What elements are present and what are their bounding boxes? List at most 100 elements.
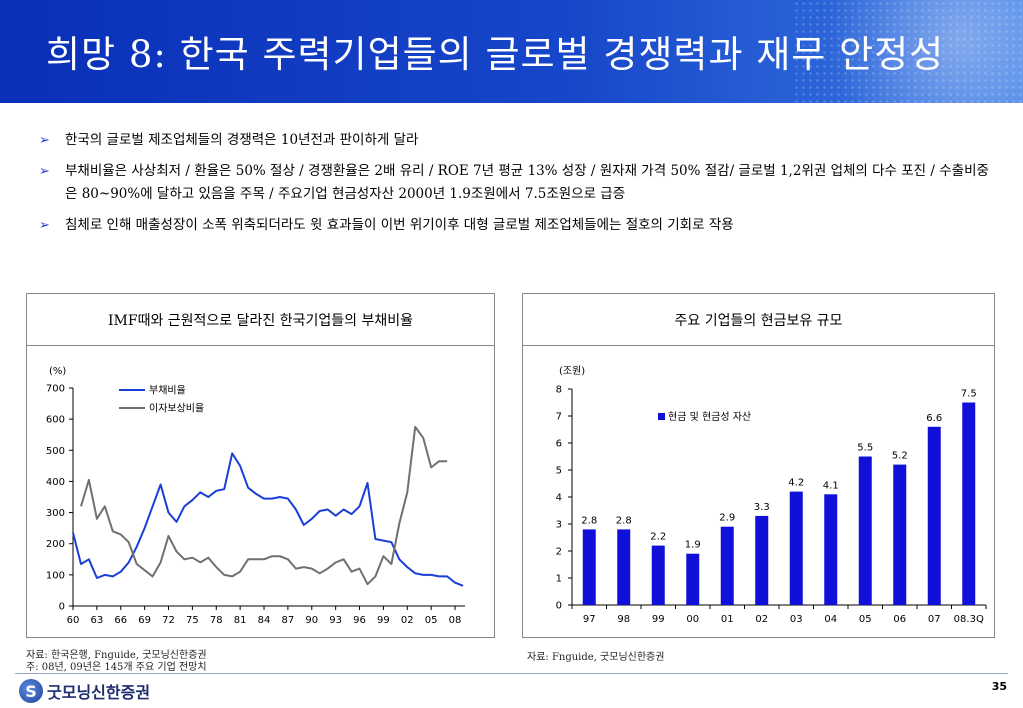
globe-graphic (803, 0, 1023, 103)
bullet-text: 부채비율은 사상최저 / 환율은 50% 절상 / 경쟁환율은 2배 유리 / … (65, 163, 989, 202)
x-tick-label: 02 (401, 615, 414, 626)
arrow-bullet-icon: ➢ (39, 164, 50, 179)
left-source-note: 자료: 한국은행, Fnguide, 굿모닝신한증권 주: 08년, 09년은 … (26, 650, 207, 674)
logo-mark-icon: S (19, 679, 43, 703)
legend-label: 이자보상비율 (149, 403, 204, 415)
arrow-bullet-icon: ➢ (39, 133, 50, 148)
x-tick-label: 08.3Q (954, 614, 984, 625)
x-tick-label: 98 (617, 614, 630, 625)
debt-ratio-line-chart: (%) 0 100 200 300 400 500 600 700 60 63 66 69 72 75 78 8… (46, 366, 465, 626)
bullet-item: ➢ 침체로 인해 매출성장이 소폭 위축되더라도 윗 효과들이 이번 위기이후 … (39, 214, 998, 237)
chart-title: IMF때와 근원적으로 달라진 한국기업들의 부채비율 (27, 294, 494, 346)
bar (686, 553, 700, 605)
data-label: 5.2 (892, 451, 908, 462)
data-label: 7.5 (961, 389, 977, 400)
x-tick-label: 75 (186, 615, 199, 626)
data-label: 1.9 (685, 540, 701, 551)
data-label: 2.8 (581, 515, 597, 526)
y-tick-label: 500 (46, 446, 65, 457)
bullet-list: ➢ 한국의 글로벌 제조업체들의 경쟁력은 10년전과 판이하게 달라 ➢ 부채… (39, 129, 998, 237)
data-label: 3.3 (754, 502, 770, 513)
data-label: 4.1 (823, 480, 839, 491)
y-tick-label: 100 (46, 570, 65, 581)
x-tick-label: 81 (234, 615, 247, 626)
company-logo: S 굿모닝신한증권 (19, 679, 150, 703)
footer-divider (15, 673, 1008, 674)
data-label: 6.6 (926, 413, 942, 424)
page-title: 희망 8: 한국 주력기업들의 글로벌 경쟁력과 재무 안정성 (46, 33, 945, 76)
x-tick-label: 72 (162, 615, 175, 626)
series-line-1 (72, 452, 464, 587)
source-line: 자료: Fnguide, 굿모닝신한증권 (527, 652, 665, 663)
x-tick-label: 93 (329, 615, 342, 626)
footnote-line: 주: 08년, 09년은 145개 주요 기업 전망치 (26, 662, 207, 673)
x-tick-label: 99 (377, 615, 390, 626)
x-tick-label: 84 (258, 615, 271, 626)
y-tick-label: 0 (59, 602, 65, 613)
legend-swatch (658, 413, 665, 420)
x-tick-label: 96 (353, 615, 366, 626)
y-tick-label: 2 (556, 547, 562, 558)
y-axis-unit-label: (%) (49, 366, 66, 377)
x-tick-label: 03 (790, 614, 803, 625)
y-tick-label: 6 (556, 439, 562, 450)
x-tick-label: 02 (755, 614, 768, 625)
chart-title: 주요 기업들의 현금보유 규모 (523, 294, 994, 346)
y-tick-label: 8 (556, 385, 562, 396)
data-label: 4.2 (788, 478, 804, 489)
x-tick-label: 66 (114, 615, 127, 626)
y-tick-label: 700 (46, 384, 65, 395)
y-tick-label: 200 (46, 539, 65, 550)
data-label: 2.9 (719, 513, 735, 524)
x-tick-label: 97 (583, 614, 596, 625)
series-line-2 (80, 425, 448, 586)
y-tick-label: 7 (556, 412, 562, 423)
cash-holdings-bar-chart: (조원)0123456782.8972.8982.2991.9002.9013.… (556, 365, 987, 625)
y-tick-label: 600 (46, 415, 65, 426)
page-number: 35 (991, 680, 1007, 693)
y-tick-label: 3 (556, 520, 562, 531)
x-tick-label: 01 (721, 614, 734, 625)
x-tick-label: 87 (282, 615, 295, 626)
debt-ratio-chart-panel: IMF때와 근원적으로 달라진 한국기업들의 부채비율 (%) 0 100 200 30… (26, 293, 495, 638)
bullet-text: 침체로 인해 매출성장이 소폭 위축되더라도 윗 효과들이 이번 위기이후 대형… (65, 217, 734, 233)
bullet-item: ➢ 한국의 글로벌 제조업체들의 경쟁력은 10년전과 판이하게 달라 (39, 129, 998, 152)
bar (858, 456, 872, 605)
bullet-item: ➢ 부채비율은 사상최저 / 환율은 50% 절상 / 경쟁환율은 2배 유리 … (39, 160, 998, 206)
x-tick-label: 07 (928, 614, 941, 625)
x-tick-label: 05 (859, 614, 872, 625)
y-tick-label: 400 (46, 477, 65, 488)
source-line: 자료: 한국은행, Fnguide, 굿모닝신한증권 (26, 650, 207, 661)
bar (789, 491, 803, 605)
x-tick-label: 90 (305, 615, 318, 626)
x-tick-label: 06 (893, 614, 906, 625)
y-tick-label: 1 (556, 574, 562, 585)
x-tick-label: 99 (652, 614, 665, 625)
arrow-bullet-icon: ➢ (39, 218, 50, 233)
data-label: 2.2 (650, 532, 666, 543)
x-tick-label: 05 (425, 615, 438, 626)
bar (617, 529, 631, 605)
y-tick-label: 0 (556, 601, 562, 612)
y-tick-label: 300 (46, 508, 65, 519)
legend-label: 부채비율 (149, 385, 186, 397)
logo-text: 굿모닝신한증권 (47, 683, 151, 702)
x-tick-label: 08 (449, 615, 462, 626)
legend-label: 현금 및 현금성 자산 (668, 411, 751, 423)
y-tick-label: 4 (556, 493, 562, 504)
bar (720, 526, 734, 605)
bar (893, 464, 907, 605)
data-label: 2.8 (616, 515, 632, 526)
bullet-text: 한국의 글로벌 제조업체들의 경쟁력은 10년전과 판이하게 달라 (65, 132, 419, 148)
bar (962, 402, 976, 605)
bar (824, 494, 838, 605)
title-banner: 희망 8: 한국 주력기업들의 글로벌 경쟁력과 재무 안정성 (0, 0, 1023, 103)
right-source-note: 자료: Fnguide, 굿모닝신한증권 (527, 652, 664, 664)
x-tick-label: 60 (67, 615, 80, 626)
x-tick-label: 04 (824, 614, 837, 625)
cash-holdings-chart-panel: 주요 기업들의 현금보유 규모 (조원) 0 1 2 3 4 5 6 7 8 2.8 97 2.8 98 2… (522, 293, 995, 638)
bar (582, 529, 596, 605)
x-tick-label: 69 (138, 615, 151, 626)
dot-pattern (793, 0, 1023, 103)
data-label: 5.5 (857, 443, 873, 454)
